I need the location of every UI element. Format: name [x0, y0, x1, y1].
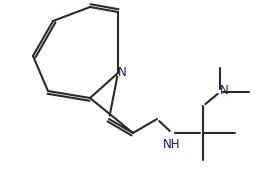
- Text: N: N: [220, 84, 228, 98]
- Text: NH: NH: [163, 138, 181, 150]
- Text: N: N: [118, 65, 126, 79]
